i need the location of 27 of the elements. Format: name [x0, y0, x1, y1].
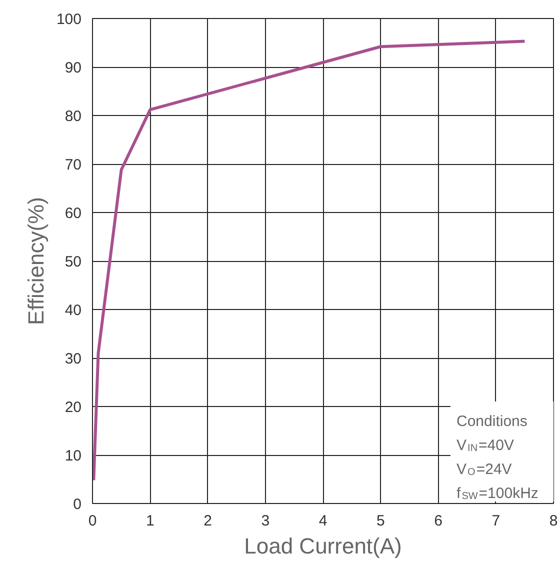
- x-tick-label: 5: [376, 512, 385, 530]
- x-tick-label: 2: [204, 512, 212, 530]
- y-tick-label: 40: [64, 302, 82, 319]
- y-tick-label: 10: [64, 448, 82, 464]
- y-tick-label: 90: [64, 60, 82, 76]
- x-tick-label: 1: [146, 512, 154, 530]
- x-tick-label: 4: [318, 512, 328, 530]
- y-tick-label: 50: [64, 254, 82, 270]
- x-tick-label: 0: [88, 512, 97, 530]
- y-tick-label: 70: [64, 156, 82, 174]
- y-tick-label: 60: [64, 205, 82, 222]
- annotation: fSW=100kHz: [456, 485, 538, 502]
- annotation: VIN=40V: [456, 437, 514, 454]
- annotation: Conditions: [456, 413, 528, 430]
- y-tick-label: 0: [73, 496, 82, 513]
- annotation: VO=24V: [456, 461, 512, 478]
- x-tick-label: 6: [434, 512, 442, 530]
- x-axis-title: Load Current(A): [244, 534, 402, 558]
- x-tick-label: 3: [261, 512, 270, 530]
- y-tick-label: 20: [64, 399, 82, 416]
- line-series: [92, 40, 526, 482]
- x-tick-label: 8: [549, 512, 558, 530]
- y-tick-label: 30: [64, 350, 82, 368]
- x-tick-label: 7: [492, 512, 500, 530]
- y-tick-label: 100: [56, 11, 82, 28]
- y-tick-label: 80: [64, 108, 82, 125]
- y-axis-title: Efficiency(%): [23, 197, 48, 325]
